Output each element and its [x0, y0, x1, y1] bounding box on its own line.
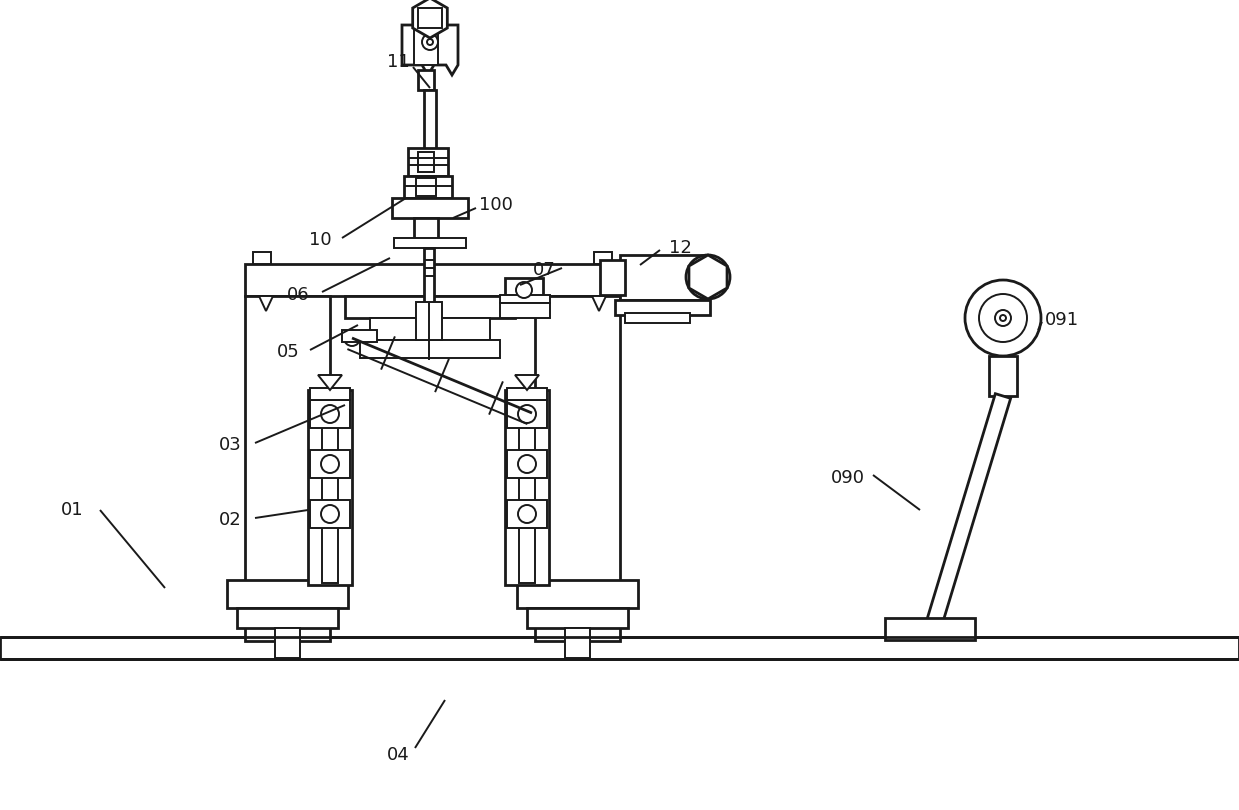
- Bar: [424, 248, 434, 303]
- Circle shape: [321, 455, 339, 473]
- Circle shape: [524, 405, 540, 421]
- Bar: [310, 388, 349, 400]
- Polygon shape: [689, 255, 727, 299]
- Bar: [414, 218, 439, 240]
- Bar: [527, 608, 628, 628]
- Text: 10: 10: [309, 231, 331, 249]
- Bar: [593, 252, 612, 264]
- Bar: [620, 255, 707, 300]
- Bar: [414, 30, 439, 65]
- Polygon shape: [401, 25, 458, 75]
- Bar: [392, 198, 468, 218]
- Bar: [310, 450, 349, 478]
- Bar: [253, 252, 271, 264]
- Circle shape: [344, 330, 361, 346]
- Polygon shape: [592, 296, 606, 311]
- Bar: [418, 70, 434, 90]
- Bar: [361, 340, 501, 358]
- Bar: [408, 148, 449, 176]
- Text: 090: 090: [831, 469, 865, 487]
- Bar: [404, 176, 452, 198]
- Bar: [310, 400, 349, 428]
- Bar: [416, 302, 442, 340]
- Bar: [394, 238, 466, 248]
- Text: 12: 12: [669, 239, 691, 257]
- Polygon shape: [515, 375, 539, 390]
- Text: 02: 02: [218, 511, 242, 529]
- Circle shape: [686, 255, 730, 299]
- Bar: [370, 318, 489, 340]
- Bar: [309, 390, 352, 585]
- Circle shape: [427, 39, 432, 45]
- Circle shape: [515, 282, 532, 298]
- Text: 091: 091: [1044, 311, 1079, 329]
- Polygon shape: [922, 394, 1011, 639]
- Bar: [342, 330, 377, 342]
- Polygon shape: [318, 375, 342, 390]
- Bar: [624, 313, 690, 323]
- Bar: [507, 450, 546, 478]
- Text: 100: 100: [479, 196, 513, 214]
- Text: 07: 07: [533, 261, 555, 279]
- Polygon shape: [259, 296, 273, 311]
- Circle shape: [995, 310, 1011, 326]
- Bar: [245, 296, 330, 641]
- Circle shape: [1000, 315, 1006, 321]
- Polygon shape: [413, 0, 447, 38]
- Text: 05: 05: [276, 343, 300, 361]
- Circle shape: [518, 505, 536, 523]
- Bar: [501, 295, 550, 303]
- Bar: [885, 618, 975, 640]
- Bar: [615, 300, 710, 315]
- Text: 03: 03: [218, 436, 242, 454]
- Text: 04: 04: [387, 746, 409, 764]
- Circle shape: [979, 294, 1027, 342]
- Bar: [600, 260, 624, 295]
- Bar: [322, 392, 338, 583]
- Circle shape: [422, 34, 439, 50]
- Bar: [245, 264, 620, 296]
- Bar: [416, 178, 436, 196]
- Bar: [501, 303, 550, 318]
- Bar: [275, 628, 300, 658]
- Circle shape: [321, 405, 339, 423]
- Bar: [227, 580, 348, 608]
- Circle shape: [965, 280, 1041, 356]
- Bar: [310, 500, 349, 528]
- Bar: [418, 152, 434, 172]
- Bar: [418, 8, 442, 28]
- Circle shape: [321, 505, 339, 523]
- Bar: [535, 296, 620, 641]
- Bar: [507, 400, 546, 428]
- Bar: [989, 356, 1017, 396]
- Circle shape: [703, 272, 712, 282]
- Bar: [424, 90, 436, 150]
- Circle shape: [518, 405, 536, 423]
- Bar: [507, 500, 546, 528]
- Bar: [507, 388, 546, 400]
- Text: 06: 06: [286, 286, 310, 304]
- Bar: [519, 392, 535, 583]
- Bar: [565, 628, 590, 658]
- Bar: [506, 278, 543, 303]
- Bar: [0, 637, 1239, 659]
- Bar: [344, 296, 515, 318]
- Text: 01: 01: [61, 501, 83, 519]
- Circle shape: [696, 265, 720, 289]
- Text: 11: 11: [387, 53, 409, 71]
- Circle shape: [518, 455, 536, 473]
- Bar: [506, 390, 549, 585]
- Bar: [517, 580, 638, 608]
- Bar: [237, 608, 338, 628]
